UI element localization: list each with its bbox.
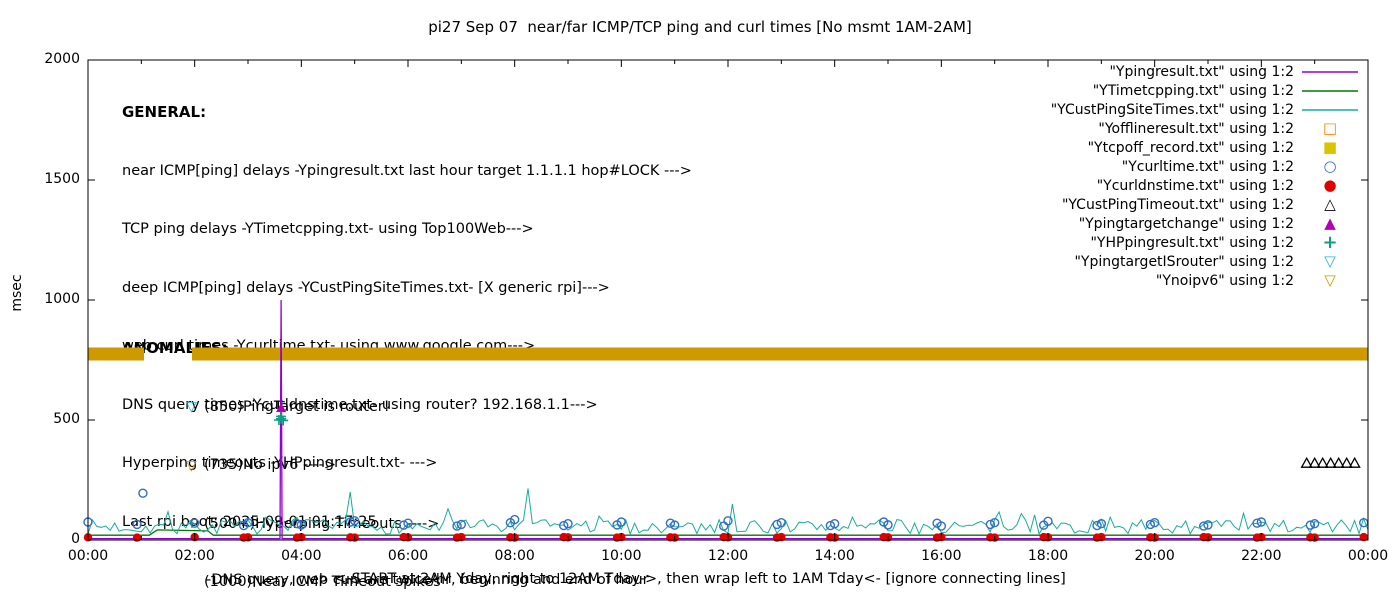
legend-marker-sample: □ [1322,119,1338,137]
x-tick-label: 08:00 [494,548,535,564]
legend-line-sample [1298,104,1362,116]
general-line: deep ICMP[ping] delays -YCustPingSiteTim… [122,279,610,296]
anomalies-heading: ANOMALIES: [122,339,228,357]
x-tick-label: 04:00 [281,548,322,564]
legend-marker-sample: △ [1324,195,1336,213]
legend-label: "Ynoipv6" using 1:2 [1155,272,1294,289]
legend: "Ypingresult.txt" using 1:2 "YTimetcppin… [1002,62,1362,290]
anomaly-label: (1000)Near ICMP Timeout spikes [204,574,441,590]
legend-row: "YCustPingTimeout.txt" using 1:2 △ [1002,195,1362,214]
legend-row: "YpingtargetISrouter" using 1:2 ▽ [1002,252,1362,271]
y-tick-label: 500 [53,411,80,427]
x-tick-label: 16:00 [921,548,962,564]
x-tick-label: 20:00 [1134,548,1175,564]
legend-marker-sample: ▽ [1324,271,1336,289]
anomaly-label: (850)PingTarget is router! [204,398,390,415]
chart-title: pi27 Sep 07 near/far ICMP/TCP ping and c… [428,18,972,36]
general-line: near ICMP[ping] delays -Ypingresult.txt … [122,162,692,179]
legend-marker-sample: ▲ [1324,214,1336,232]
legend-label: "YCustPingTimeout.txt" using 1:2 [1061,196,1294,213]
x-tick-label: 06:00 [387,548,429,564]
legend-row: "Ypingtargetchange" using 1:2 ▲ [1002,214,1362,233]
anomaly-label: (500+)Hyperping Timeouts ----> [204,515,440,532]
x-tick-label: 14:00 [814,548,855,564]
legend-label: "Ypingtargetchange" using 1:2 [1078,215,1294,232]
x-tick-label: 00:00 [67,548,109,564]
y-tick-label: 1000 [44,291,80,307]
x-tick-label: 22:00 [1241,548,1282,564]
x-tick-label: 10:00 [601,548,642,564]
legend-marker-sample: ■ [1322,138,1338,156]
anomaly-label: (735)No ipv6 ----> [204,457,337,473]
legend-row: "Ycurldnstime.txt" using 1:2 ● [1002,176,1362,195]
general-line: TCP ping delays -YTimetcpping.txt- using… [122,221,534,237]
y-tick-label: 0 [71,531,80,547]
x-tick-label: 12:00 [707,548,749,564]
x-tick-label: 00:00 [1347,548,1389,564]
anomaly-row: (1000)Near ICMP Timeout spikes [186,573,441,593]
legend-line-sample [1298,85,1362,97]
x-axis-label: <-START at 2AM Yday, right to 12AM Tday-… [334,571,1066,587]
legend-marker-sample: ● [1323,176,1337,194]
legend-row: "YCustPingSiteTimes.txt" using 1:2 [1002,100,1362,119]
legend-label: "YpingtargetISrouter" using 1:2 [1074,253,1294,270]
legend-marker-sample: ▽ [1324,252,1336,270]
legend-label: "Ytcpoff_record.txt" using 1:2 [1087,139,1294,156]
y-tick-label: 1500 [44,171,80,187]
legend-row: "Ycurltime.txt" using 1:2 ○ [1002,157,1362,176]
legend-label: "Ypingresult.txt" using 1:2 [1109,63,1294,80]
legend-marker-sample: + [1322,231,1338,253]
anomaly-row: ▽ (735)No ipv6 ----> [186,456,441,476]
legend-row: "Ynoipv6" using 1:2 ▽ [1002,271,1362,290]
legend-label: "YTimetcpping.txt" using 1:2 [1092,82,1294,99]
legend-marker-sample: ○ [1323,157,1337,175]
legend-row: "YTimetcpping.txt" using 1:2 [1002,81,1362,100]
legend-label: "Ycurltime.txt" using 1:2 [1121,158,1294,175]
anomaly-row: ▽ (850)PingTarget is router! [186,398,441,418]
legend-label: "Ycurldnstime.txt" using 1:2 [1096,177,1294,194]
legend-row: "YHPpingresult.txt" using 1:2 + [1002,233,1362,252]
general-subline: -DNS query, web curl are twice/hr, begin… [206,572,649,588]
x-tick-label: 18:00 [1027,548,1069,564]
legend-label: "YHPpingresult.txt" using 1:2 [1090,234,1294,251]
y-tick-label: 2000 [44,51,80,67]
anomaly-marker-icon: ▽ [186,457,197,474]
anomaly-marker-icon: ▽ [186,399,197,416]
legend-row: "Yofflineresult.txt" using 1:2 □ [1002,119,1362,138]
legend-label: "Yofflineresult.txt" using 1:2 [1098,120,1294,137]
legend-row: "Ytcpoff_record.txt" using 1:2 ■ [1002,138,1362,157]
general-heading: GENERAL: [122,103,207,121]
legend-row: "Ypingresult.txt" using 1:2 [1002,62,1362,81]
anomaly-row: + (500+)Hyperping Timeouts ----> [186,515,441,535]
legend-line-sample [1298,66,1362,78]
legend-label: "YCustPingSiteTimes.txt" using 1:2 [1050,101,1294,118]
x-tick-label: 02:00 [174,548,215,564]
anomaly-marker-icon: + [186,516,198,533]
anomalies-annotation-block: ANOMALIES: ▽ (850)PingTarget is router! … [122,300,441,600]
